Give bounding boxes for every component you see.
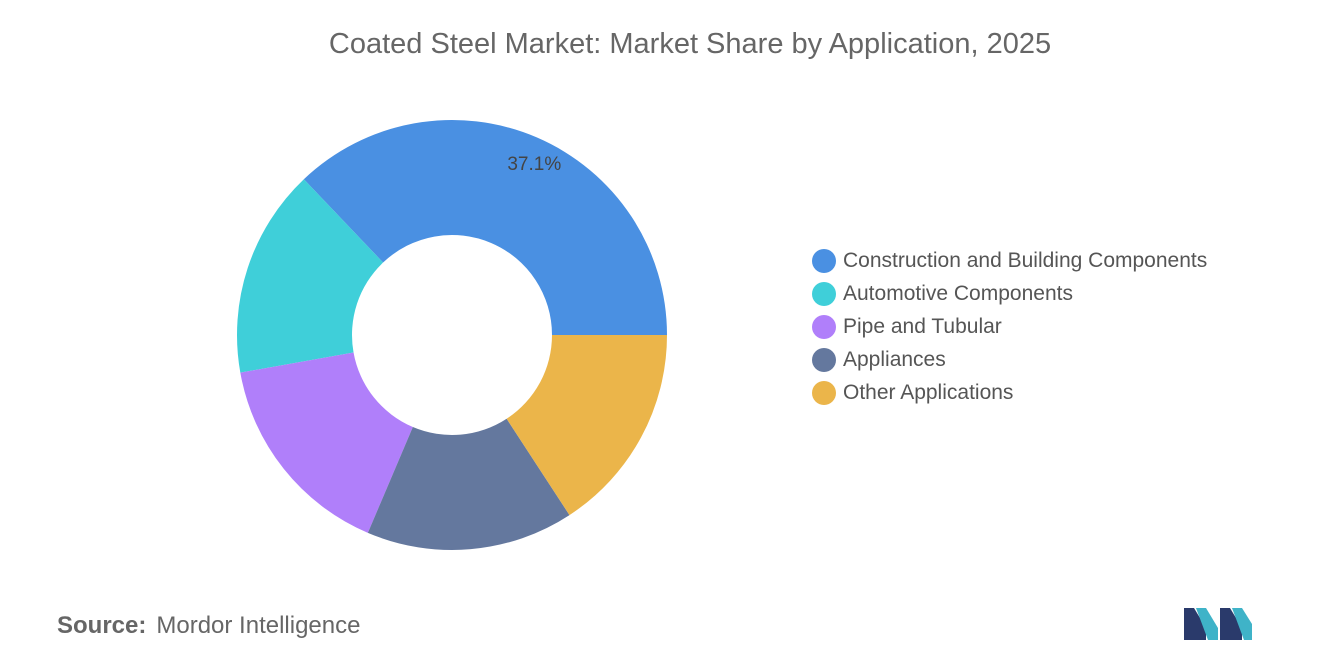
- chart-title: Coated Steel Market: Market Share by App…: [328, 28, 1052, 60]
- slice-4: [506, 335, 667, 516]
- legend: Construction and Building Components Auto…: [812, 244, 1207, 409]
- legend-swatch: [812, 248, 836, 273]
- legend-item: Other Applications: [812, 376, 1207, 409]
- legend-item: Automotive Components: [812, 277, 1207, 310]
- slice-1: [237, 179, 384, 373]
- legend-item: Appliances: [812, 343, 1207, 376]
- data-label-0: 37.1%: [507, 154, 561, 175]
- legend-label: Pipe and Tubular: [843, 314, 1002, 338]
- legend-label: Construction and Building Components: [843, 248, 1208, 272]
- source-value: Mordor Intelligence: [156, 612, 361, 639]
- legend-swatch: [812, 380, 836, 405]
- legend-item: Pipe and Tubular: [812, 310, 1207, 343]
- legend-item: Construction and Building Components: [812, 244, 1207, 277]
- mordor-logo: [1184, 608, 1252, 640]
- slice-0: [303, 120, 667, 336]
- legend-label: Automotive Components: [843, 281, 1073, 305]
- legend-swatch: [812, 281, 836, 306]
- slice-3: [367, 418, 570, 550]
- legend-label: Other Applications: [843, 380, 1014, 404]
- legend-label: Appliances: [843, 347, 946, 371]
- legend-swatch: [812, 347, 836, 372]
- source-label: Source:: [57, 612, 147, 639]
- source-note: Source: Mordor Intelligence: [57, 612, 360, 640]
- legend-swatch: [812, 314, 836, 339]
- slice-2: [240, 352, 413, 533]
